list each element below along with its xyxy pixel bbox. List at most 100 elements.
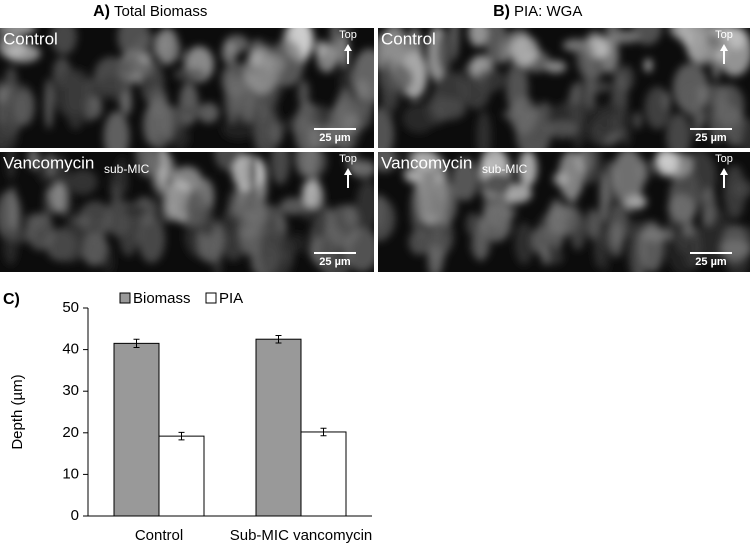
image-blob xyxy=(255,109,280,148)
y-tick-label: 10 xyxy=(62,465,79,482)
image-blob xyxy=(173,67,208,82)
x-tick-label: Control xyxy=(135,527,183,544)
tile-label: Vancomycin xyxy=(381,153,472,172)
image-blob xyxy=(682,85,700,117)
image-blob xyxy=(632,28,662,45)
image-blob xyxy=(465,212,480,237)
tile-sublabel: sub-MIC xyxy=(482,162,528,176)
image-blob xyxy=(111,184,120,206)
image-blob xyxy=(64,187,74,234)
image-blob xyxy=(468,28,489,47)
image-blob xyxy=(179,82,199,126)
image-blob xyxy=(470,230,491,260)
image-blob xyxy=(350,160,374,178)
top-arrowhead xyxy=(720,168,728,175)
image-blob xyxy=(622,125,631,147)
image-blob xyxy=(644,58,653,73)
image-blob xyxy=(244,47,280,94)
top-label: Top xyxy=(715,153,733,165)
image-blob xyxy=(451,157,479,202)
image-blob xyxy=(97,75,126,100)
panel-letter: C) xyxy=(3,291,20,308)
image-blob xyxy=(290,232,305,254)
image-blob xyxy=(654,152,680,177)
y-axis-label: Depth (µm) xyxy=(9,374,26,449)
image-blob xyxy=(605,28,620,59)
image-blob xyxy=(140,60,165,105)
image-blob xyxy=(334,28,354,35)
image-blob xyxy=(713,84,745,128)
scale-label: 25 µm xyxy=(319,256,351,268)
image-blob xyxy=(257,101,269,116)
image-blob xyxy=(418,232,451,252)
image-blob xyxy=(248,152,258,196)
image-blob xyxy=(406,28,423,81)
top-arrowhead xyxy=(720,44,728,51)
panel-title: PIA: WGA xyxy=(514,3,582,20)
image-blob xyxy=(46,152,56,177)
image-blob xyxy=(701,187,717,227)
image-blob xyxy=(3,28,36,36)
image-blob xyxy=(580,152,602,184)
bar xyxy=(255,338,302,517)
image-blob xyxy=(547,198,566,251)
image-blob xyxy=(600,223,610,272)
image-blob xyxy=(411,152,440,172)
image-blob xyxy=(585,61,596,113)
legend-swatch xyxy=(119,292,131,304)
top-label: Top xyxy=(715,29,733,41)
image-blob xyxy=(544,60,567,74)
image-blob xyxy=(612,152,645,203)
image-blob xyxy=(270,39,305,87)
image-blob xyxy=(586,208,599,240)
image-blob xyxy=(509,96,538,135)
image-blob xyxy=(175,44,185,62)
image-tile: Vancomycin sub-MIC Top 25 µm xyxy=(378,152,750,272)
bar xyxy=(300,431,347,517)
image-tile: Vancomycin sub-MIC Top 25 µm xyxy=(0,152,374,272)
image-blob xyxy=(221,62,250,97)
image-blob xyxy=(481,172,513,196)
image-blob xyxy=(221,41,237,64)
error-bar xyxy=(275,334,282,344)
image-blob xyxy=(26,212,54,251)
image-blob xyxy=(98,217,107,236)
image-blob xyxy=(116,156,129,192)
image-blob xyxy=(546,120,579,139)
image-blob xyxy=(433,71,467,114)
scale-label: 25 µm xyxy=(695,256,727,268)
image-blob xyxy=(117,28,151,59)
image-blob xyxy=(337,33,350,67)
image-blob xyxy=(259,228,294,272)
image-blob xyxy=(688,28,721,66)
image-blob xyxy=(175,104,205,118)
y-tick-label: 30 xyxy=(62,382,79,399)
image-blob xyxy=(183,191,210,226)
image-blob xyxy=(14,89,35,126)
image-tile: Control Top 25 µm xyxy=(378,28,750,148)
image-blob xyxy=(0,35,27,59)
image-blob xyxy=(669,28,689,39)
image-blob xyxy=(627,223,645,272)
x-tick-label: Sub-MIC vancomycin xyxy=(230,527,373,544)
image-blob xyxy=(352,48,374,104)
y-tick-label: 20 xyxy=(62,424,79,441)
bar xyxy=(158,435,205,517)
image-blob xyxy=(475,68,506,93)
top-arrowhead xyxy=(344,44,352,51)
image-blob xyxy=(119,57,146,75)
image-blob xyxy=(344,96,374,117)
image-blob xyxy=(683,220,694,237)
image-blob xyxy=(71,214,92,228)
image-blob xyxy=(435,30,454,74)
image-blob xyxy=(558,152,584,200)
panel-letter: B) xyxy=(493,3,510,20)
image-blob xyxy=(599,171,608,223)
image-blob xyxy=(294,152,319,178)
image-blob xyxy=(314,40,328,58)
image-blob xyxy=(402,103,436,134)
image-texture xyxy=(378,28,750,148)
tile-label: Control xyxy=(3,29,58,48)
image-blob xyxy=(356,180,374,229)
